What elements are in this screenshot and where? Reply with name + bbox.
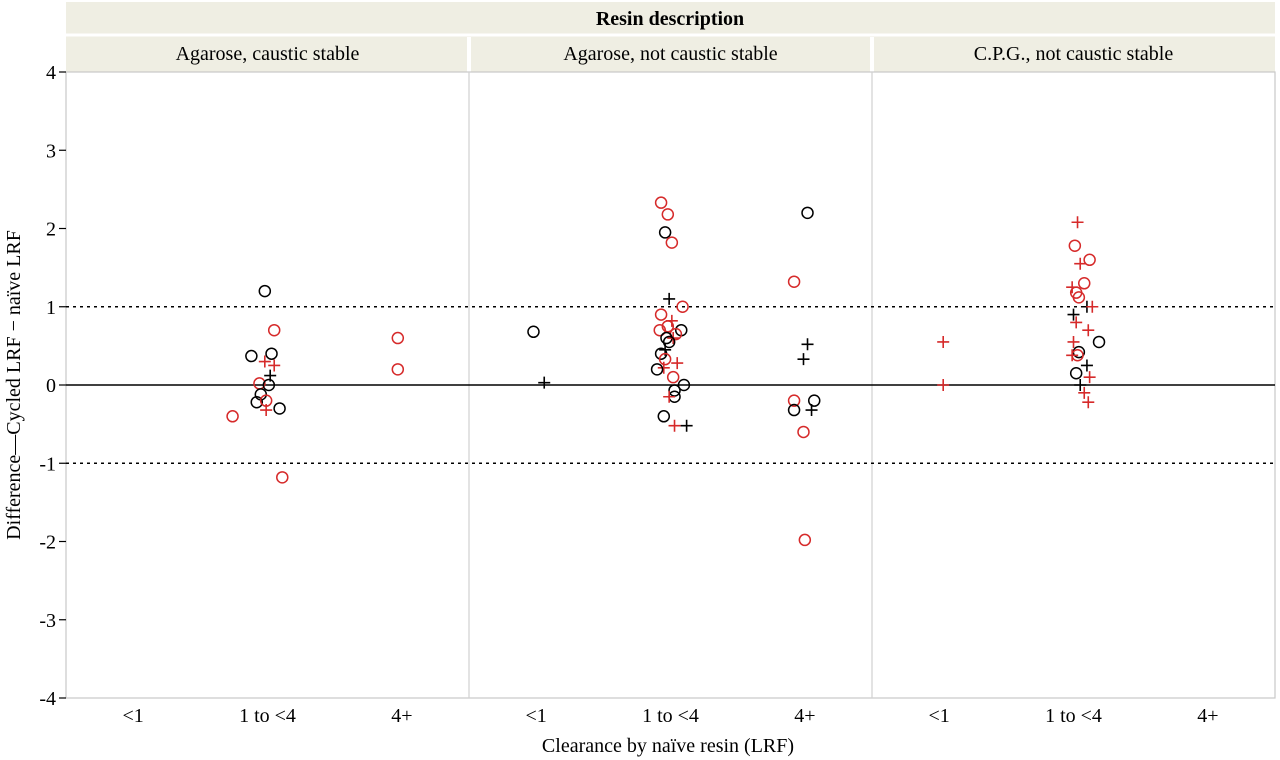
x-tick-label: 4+ (794, 705, 815, 727)
data-point-plus-red (1067, 335, 1080, 348)
data-point-plus-red (671, 357, 684, 370)
y-tick-label: -4 (39, 688, 56, 710)
data-point-plus-red (1078, 386, 1091, 399)
data-point-circle-red (787, 394, 801, 407)
x-tick-label: 1 to <4 (1045, 705, 1102, 727)
y-tick-label: -2 (39, 532, 56, 554)
data-point-plus-red (258, 355, 271, 368)
data-point-circle-black (527, 325, 540, 339)
facet-title: Resin description (596, 8, 744, 30)
x-tick-label: 4+ (391, 705, 412, 727)
data-point-circle-red (798, 533, 812, 547)
data-point-plus-black (805, 404, 818, 417)
data-point-circle-black (1092, 335, 1106, 349)
y-axis: 4 3 2 1 0 -1 -2 -3 -4 (39, 62, 66, 710)
y-tick-label: 0 (46, 375, 56, 397)
data-points (226, 196, 1106, 547)
data-point-circle-red (654, 196, 668, 209)
data-point-plus-red (1071, 216, 1084, 229)
data-point-circle-red (391, 363, 405, 376)
data-point-plus-red (268, 359, 281, 372)
data-point-circle-red (661, 208, 675, 221)
data-point-plus-red (937, 379, 950, 391)
panel-header-3: C.P.G., not caustic stable (974, 43, 1174, 65)
data-point-plus-red (1082, 396, 1095, 409)
data-point-circle-red (665, 236, 679, 249)
data-point-plus-black (1067, 308, 1080, 321)
data-point-plus-red (663, 390, 676, 403)
data-point-circle-red (391, 331, 405, 345)
x-tick-label: <1 (123, 705, 144, 727)
data-point-plus-black (538, 376, 551, 389)
data-point-circle-black (250, 395, 264, 409)
x-tick-label: 1 to <4 (239, 705, 296, 727)
data-point-circle-black (273, 402, 286, 415)
data-point-plus-black (680, 419, 693, 432)
data-point-circle-black (258, 284, 272, 298)
data-point-circle-black (1069, 367, 1083, 380)
y-tick-label: 4 (46, 62, 56, 84)
data-point-circle-red (1072, 291, 1086, 304)
data-point-plus-black (801, 338, 814, 351)
data-point-circle-red (653, 323, 667, 337)
data-point-circle-black (650, 363, 664, 376)
data-point-circle-black (245, 349, 258, 363)
data-point-circle-red (797, 425, 810, 439)
x-axis: <1 1 to <4 4+ <1 1 to <4 4+ <1 1 to <4 4+ (123, 705, 1219, 727)
panel-headers: Agarose, caustic stable Agarose, not caus… (176, 37, 1174, 72)
data-point-circle-black (677, 378, 691, 392)
data-point-circle-red (1068, 239, 1082, 252)
data-point-circle-black (801, 206, 814, 220)
x-tick-label: <1 (929, 705, 950, 727)
facet-header-background (66, 2, 1275, 72)
data-point-circle-red (666, 370, 680, 384)
x-tick-label: 4+ (1197, 705, 1218, 727)
data-point-plus-red (260, 404, 273, 417)
data-point-circle-red (226, 410, 239, 423)
x-tick-label: <1 (526, 705, 547, 727)
data-point-circle-red (661, 320, 675, 333)
data-point-circle-black (787, 403, 801, 417)
data-point-circle-black (668, 384, 681, 397)
y-axis-title: Difference—Cycled LRF − naïve LRF (3, 230, 25, 540)
data-point-plus-black (663, 292, 676, 305)
data-point-circle-black (265, 347, 278, 360)
data-point-plus-red (1070, 316, 1083, 329)
data-point-circle-black (662, 335, 676, 349)
data-point-circle-red (267, 323, 281, 337)
data-point-plus-red (937, 335, 950, 348)
y-tick-label: 1 (46, 297, 56, 319)
panel-header-1: Agarose, caustic stable (176, 43, 360, 65)
data-point-plus-red (668, 419, 681, 432)
y-tick-label: -3 (39, 610, 56, 632)
data-point-circle-black (658, 226, 672, 239)
y-tick-label: 3 (46, 140, 56, 162)
data-point-circle-red (787, 275, 801, 288)
x-axis-title: Clearance by naïve resin (LRF) (542, 735, 794, 757)
data-point-circle-black (807, 394, 821, 407)
data-point-circle-black (657, 410, 671, 423)
data-point-plus-red (1086, 300, 1099, 313)
data-point-circle-red (1077, 277, 1091, 290)
data-point-plus-black (1080, 359, 1093, 372)
y-tick-label: -1 (39, 453, 56, 475)
data-point-plus-red (1083, 371, 1096, 384)
data-point-circle-red (658, 352, 672, 366)
data-point-circle-black (262, 378, 276, 392)
reference-lines (66, 306, 1275, 464)
data-point-plus-red (1074, 257, 1087, 270)
data-point-plus-black (797, 353, 810, 366)
y-tick-label: 2 (46, 219, 56, 241)
data-point-circle-red (276, 471, 289, 484)
data-point-circle-red (1083, 253, 1096, 267)
data-point-plus-black (1074, 379, 1087, 391)
data-point-plus-red (657, 361, 670, 374)
data-point-circle-red (676, 300, 689, 313)
panel-header-2: Agarose, not caustic stable (563, 43, 777, 65)
data-point-circle-red (1071, 349, 1084, 362)
data-point-plus-red (1082, 324, 1095, 337)
data-point-circle-red (654, 308, 668, 321)
x-tick-label: 1 to <4 (642, 705, 699, 727)
